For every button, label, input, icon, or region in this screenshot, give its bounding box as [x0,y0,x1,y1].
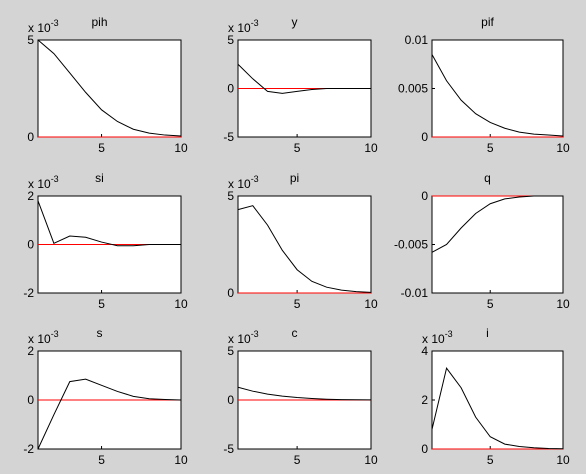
y-exponent-base: x 10 [422,332,445,346]
series-line [431,195,563,253]
y-tick-label: 0 [227,393,234,407]
plot-area [431,350,564,450]
x-tick-label: 5 [294,297,301,311]
y-exponent: -3 [51,174,59,184]
series-line [237,205,372,293]
y-exponent-label: x 10-3 [422,329,453,346]
y-tick-label: 5 [27,33,34,47]
y-exponent-base: x 10 [228,21,251,35]
y-exponent-label: x 10-3 [228,18,259,35]
y-exponent: -3 [251,18,259,28]
y-tick-label: -0.005 [394,238,428,252]
y-tick-label: -5 [223,442,234,456]
y-tick-label: 0 [421,130,428,144]
series-line [37,200,181,247]
subplot-title: pi [290,171,299,185]
y-tick-label: -0.01 [401,286,429,300]
x-tick-label: 10 [174,297,188,311]
y-tick-label: 5 [227,189,234,203]
plot-area [237,195,372,294]
y-tick-label: 0.005 [398,82,428,96]
y-exponent: -3 [51,18,59,28]
x-tick-label: 10 [364,141,378,155]
y-exponent-label: x 10-3 [228,329,259,346]
x-tick-label: 5 [487,453,494,467]
y-exponent-base: x 10 [228,332,251,346]
y-tick-label: -2 [23,286,34,300]
y-exponent-base: x 10 [28,332,51,346]
x-tick-label: 5 [294,453,301,467]
x-tick-label: 10 [364,453,378,467]
series-line [237,386,372,401]
x-tick-label: 10 [364,297,378,311]
y-exponent: -3 [445,329,453,339]
y-exponent: -3 [251,174,259,184]
series-line [431,54,564,137]
subplot-title: s [97,326,103,340]
plot-area [37,39,182,138]
plot-area [431,195,564,294]
subplot-title: si [95,171,104,185]
subplot-title: c [292,326,298,340]
series-line [431,366,564,450]
y-tick-label: 5 [227,33,234,47]
y-exponent: -3 [51,329,59,339]
y-exponent-label: x 10-3 [28,18,59,35]
y-exponent-base: x 10 [228,177,251,191]
y-exponent-base: x 10 [28,177,51,191]
y-tick-label: 0 [27,238,34,252]
subplot-title: q [484,171,491,185]
x-tick-label: 10 [556,141,570,155]
y-exponent-base: x 10 [28,21,51,35]
y-tick-label: -2 [23,442,34,456]
plot-area [431,39,564,138]
subplot-title: pif [481,15,494,29]
x-tick-label: 5 [487,141,494,155]
y-exponent-label: x 10-3 [28,329,59,346]
x-tick-label: 10 [174,141,188,155]
x-tick-label: 10 [556,453,570,467]
x-tick-label: 5 [98,297,105,311]
y-tick-label: 0 [227,82,234,96]
subplot-title: i [486,326,489,340]
y-exponent: -3 [251,329,259,339]
y-tick-label: 0 [227,286,234,300]
y-exponent-label: x 10-3 [228,174,259,191]
y-tick-label: 0 [421,442,428,456]
series-line [37,378,182,450]
x-tick-label: 5 [294,141,301,155]
x-tick-label: 10 [174,453,188,467]
y-tick-label: 0.01 [405,33,429,47]
y-tick-label: 2 [421,393,428,407]
series-line [37,39,182,137]
y-tick-label: 5 [227,344,234,358]
y-tick-label: 0 [27,130,34,144]
subplot-title: y [292,15,298,29]
y-exponent-label: x 10-3 [28,174,59,191]
x-tick-label: 5 [98,141,105,155]
subplot-title: pih [91,15,107,29]
y-tick-label: 0 [27,393,34,407]
y-tick-label: 2 [27,189,34,203]
y-tick-label: -5 [223,130,234,144]
x-tick-label: 10 [556,297,570,311]
series-line [237,63,371,94]
x-tick-label: 5 [98,453,105,467]
y-tick-label: 0 [421,189,428,203]
x-tick-label: 5 [487,297,494,311]
y-tick-label: 4 [421,344,428,358]
y-tick-label: 2 [27,344,34,358]
